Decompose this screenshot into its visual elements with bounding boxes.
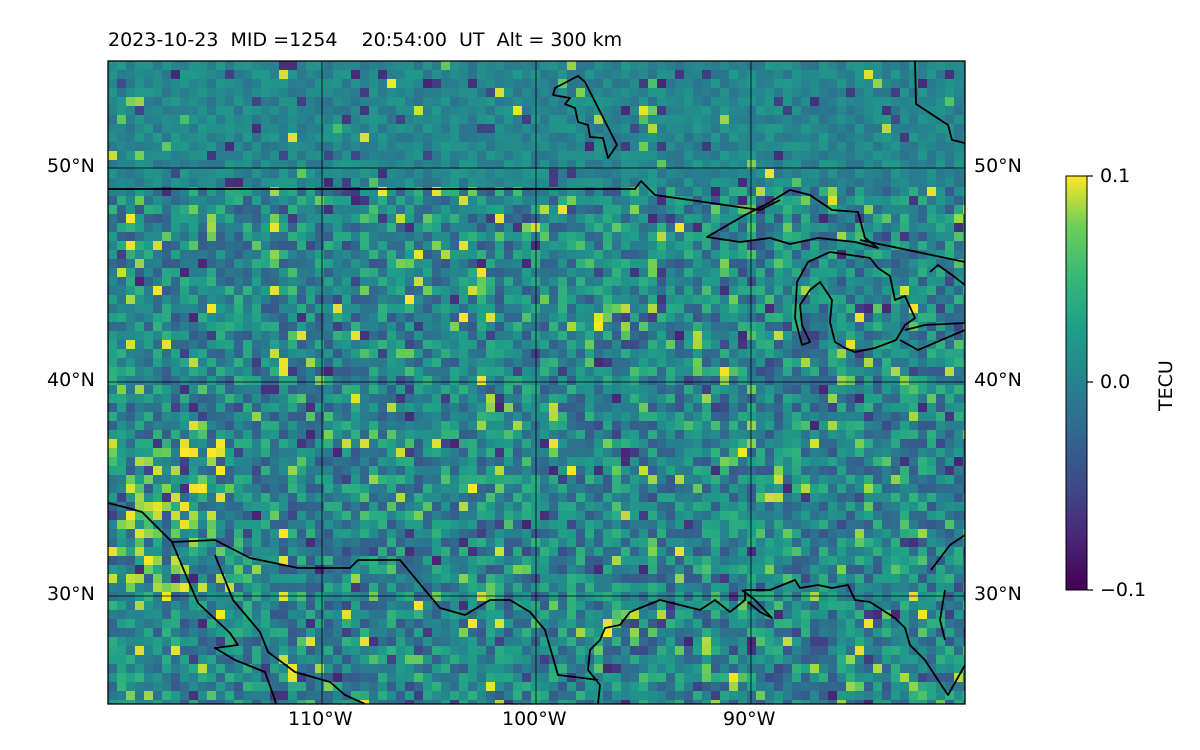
florida-peninsula [930,534,965,641]
us-canada-border [108,180,781,211]
lake-superior [706,189,879,249]
map-gridlines [108,61,965,704]
hudson-bay-coast [552,75,618,159]
plot-frame [107,60,966,705]
lon-label: 100°W [502,708,567,730]
colorbar-tick-label: 0.0 [1100,371,1131,393]
colorbar-label: TECU [1155,360,1177,411]
florida-west [741,589,773,619]
lat-label-right: 30°N [974,583,1022,605]
colorbar [1065,175,1088,591]
lake-huron-erie [899,264,965,351]
lat-label-right: 50°N [974,155,1022,177]
lake-michigan [794,251,916,353]
lat-label-left: 30°N [47,583,95,605]
lat-label-right: 40°N [974,369,1022,391]
gulf-coast [587,579,965,704]
colorbar-tick-label: 0.1 [1100,165,1131,187]
mexico-border-west [108,502,599,681]
colorbar-tick-label: −0.1 [1100,579,1147,601]
lon-label: 110°W [288,708,353,730]
colorbar-ticks [1087,175,1093,591]
lat-label-left: 40°N [47,369,95,391]
lon-label: 90°W [723,708,776,730]
great-lakes-shore-east [859,239,965,263]
northeast-coast [914,61,965,144]
plot-title: 2023-10-23 MID =1254 20:54:00 UT Alt = 3… [108,29,623,51]
coastlines-and-borders [108,61,965,704]
tec-heatmap-field [108,61,965,704]
lat-label-left: 50°N [47,155,95,177]
baja-california [171,541,366,704]
